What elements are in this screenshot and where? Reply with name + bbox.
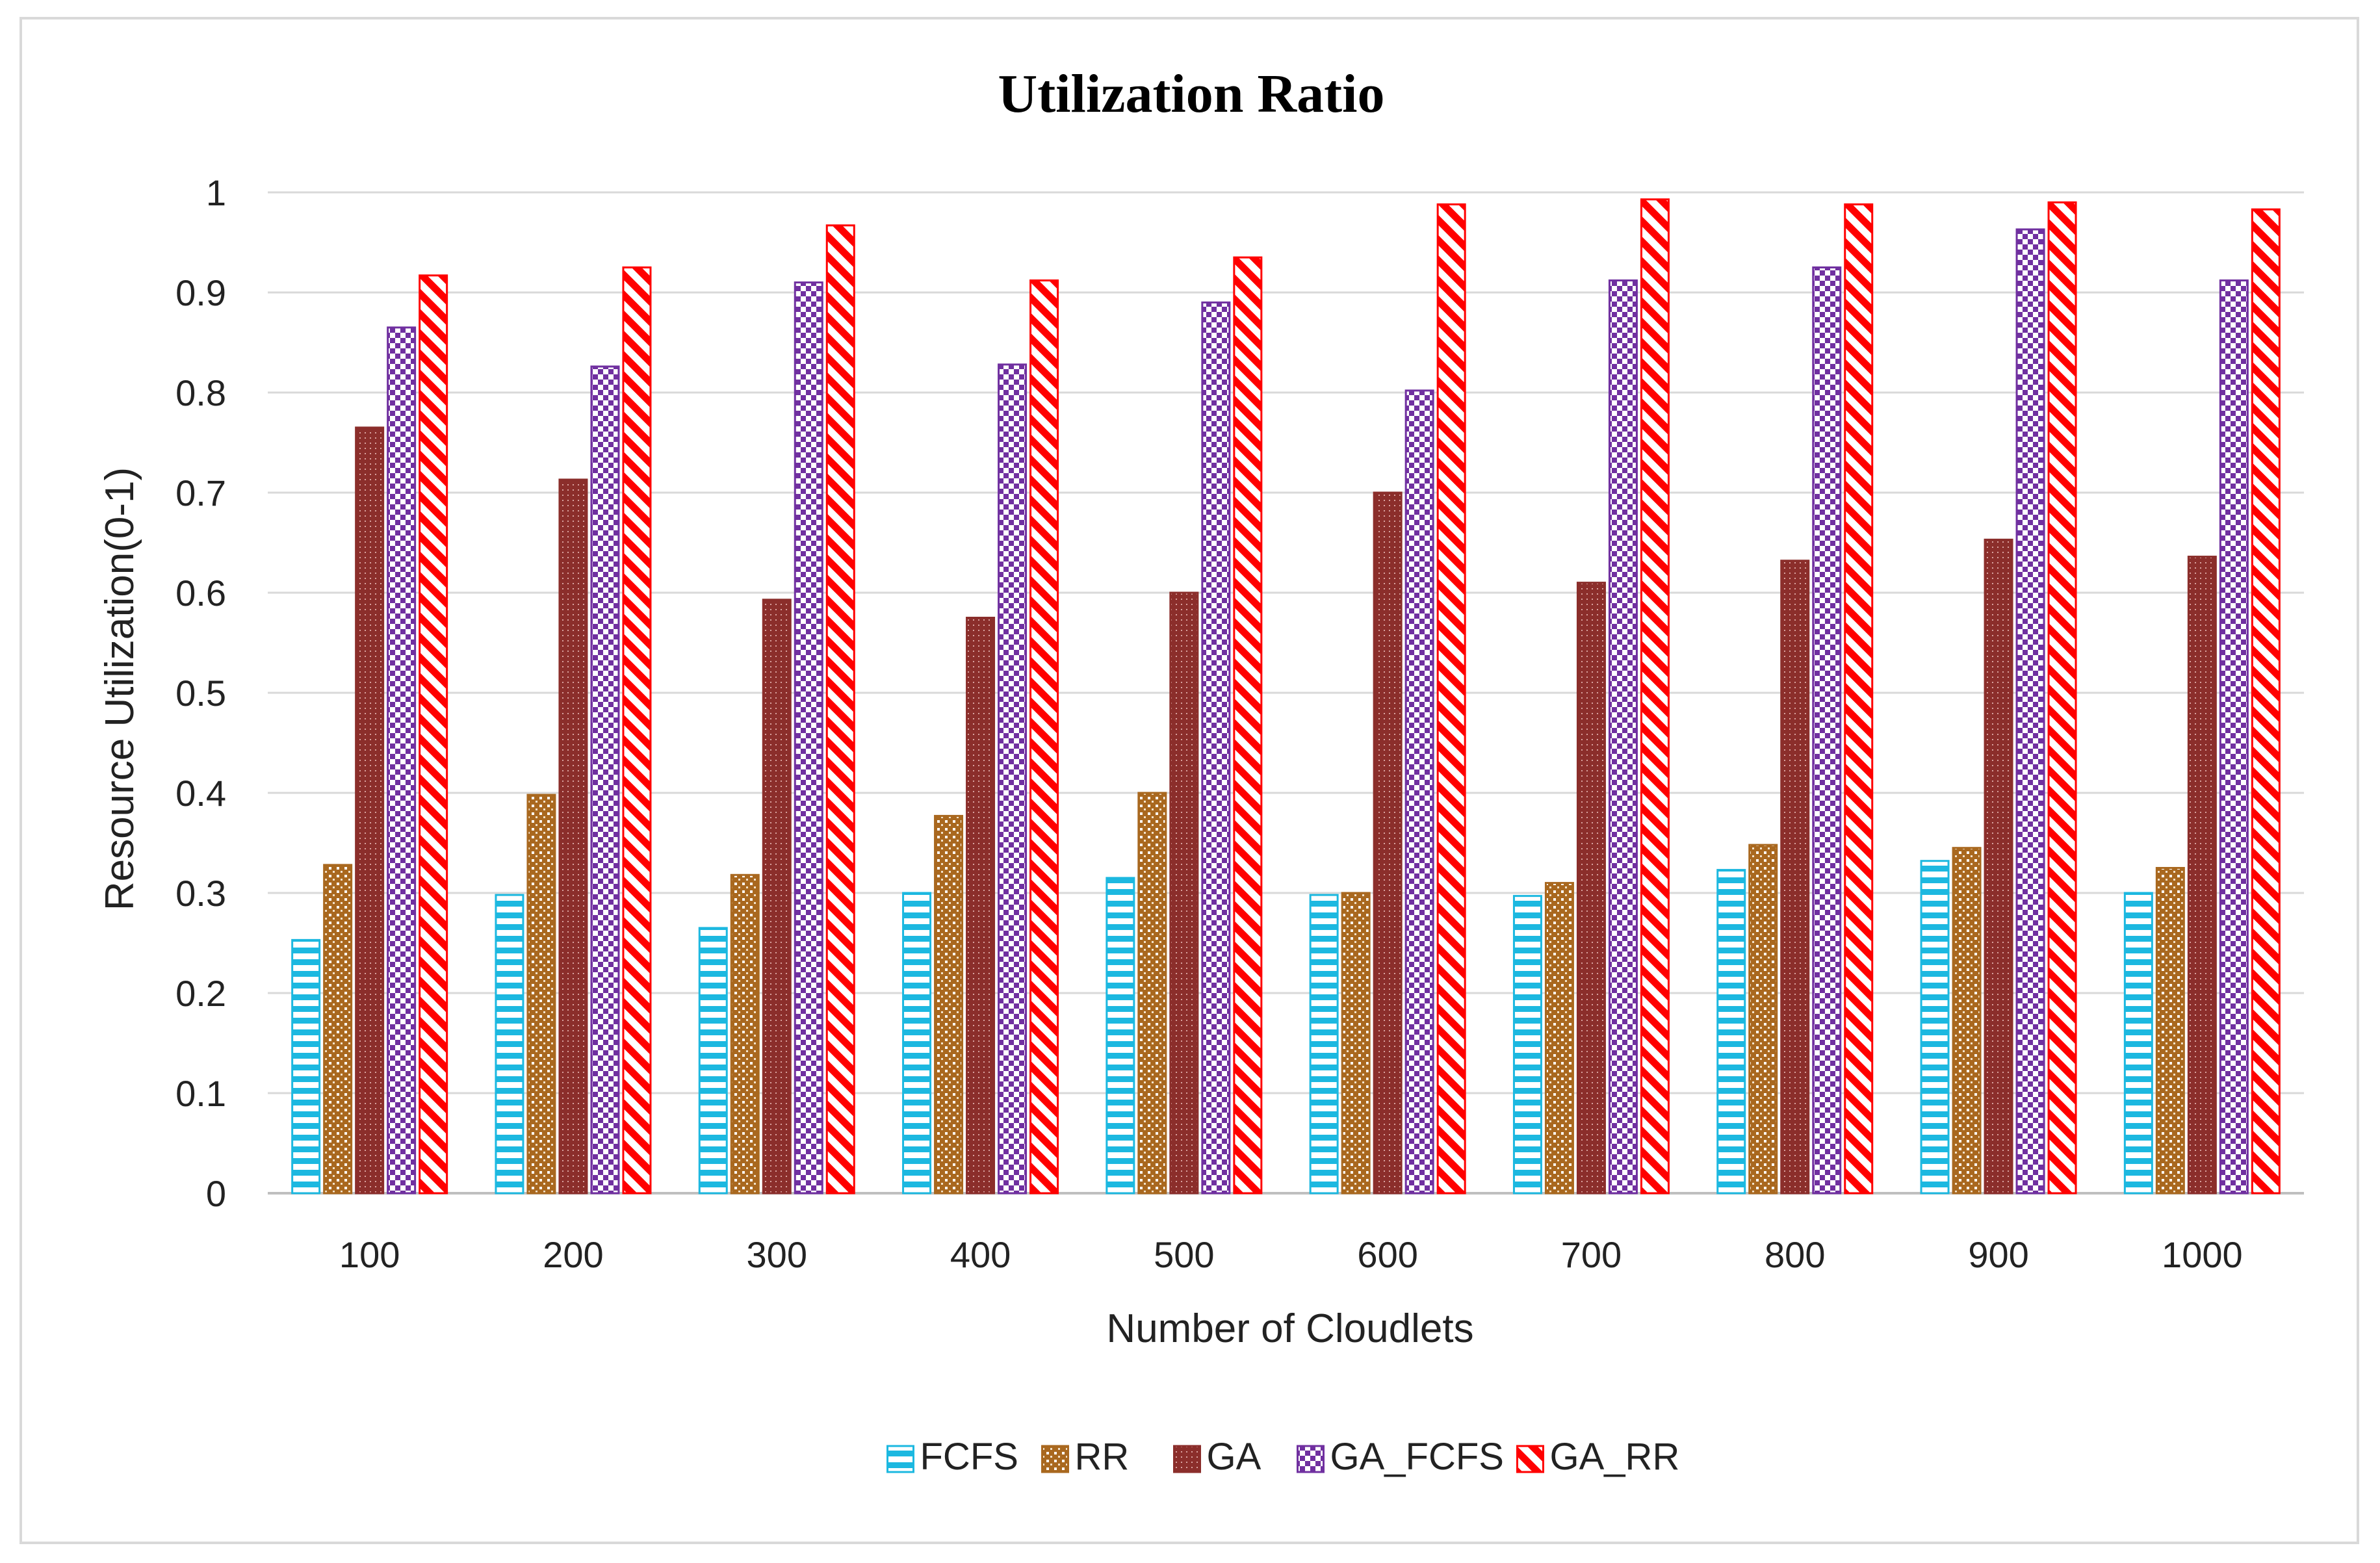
bar-ga-fcfs-1000	[2219, 279, 2249, 1195]
x-tick-labels: 100 200 300 400 500 600 700 800 900 1000	[339, 1234, 2243, 1275]
bar-ga-rr-200	[622, 266, 652, 1195]
bar-fcfs-700	[1512, 895, 1542, 1195]
bar-rr-300	[730, 873, 760, 1195]
bar-rr-400	[934, 814, 964, 1195]
bar-ga-fcfs-600	[1404, 389, 1434, 1195]
legend-item-ga-rr: GA_RR	[1516, 1436, 1680, 1478]
bar-ga-100	[355, 426, 385, 1195]
bar-ga-fcfs-300	[794, 281, 823, 1195]
bar-ga-rr-1000	[2251, 208, 2281, 1195]
bar-rr-600	[1341, 892, 1371, 1195]
bar-rr-1000	[2155, 867, 2185, 1195]
bar-ga-fcfs-500	[1201, 301, 1231, 1195]
bar-ga-fcfs-700	[1608, 279, 1638, 1195]
bar-ga-rr-300	[825, 224, 855, 1195]
legend-label: GA	[1207, 1436, 1261, 1478]
legend-item-rr: RR	[1041, 1436, 1130, 1478]
bar-ga-800	[1780, 560, 1810, 1195]
bar-ga-900	[1984, 538, 2013, 1195]
bar-fcfs-900	[1920, 860, 1950, 1195]
chart-title: Utilization Ratio	[998, 64, 1385, 124]
bar-ga-rr-600	[1436, 203, 1466, 1195]
legend-label: RR	[1075, 1436, 1130, 1478]
bar-rr-900	[1952, 847, 1982, 1195]
x-tick-label: 200	[543, 1234, 603, 1275]
bar-ga-rr-900	[2047, 201, 2077, 1195]
bar-ga-fcfs-400	[998, 363, 1028, 1195]
bar-ga-500	[1169, 591, 1199, 1195]
bar-ga-fcfs-200	[590, 365, 620, 1195]
x-tick-label: 600	[1357, 1234, 1417, 1275]
y-tick-label: 0.1	[175, 1073, 226, 1114]
bars	[291, 198, 2281, 1195]
bar-ga-fcfs-100	[387, 326, 417, 1195]
y-tick-label: 0.7	[175, 472, 226, 513]
y-tick-labels: 0 0.1 0.2 0.3 0.4 0.5 0.6 0.7 0.8 0.9 1	[175, 172, 226, 1214]
bar-rr-200	[526, 794, 556, 1195]
bar-rr-500	[1137, 792, 1167, 1195]
legend-label: FCFS	[920, 1436, 1018, 1478]
bar-fcfs-200	[495, 894, 524, 1195]
bar-fcfs-800	[1716, 869, 1746, 1195]
bar-fcfs-100	[291, 938, 321, 1195]
y-tick-label: 0.3	[175, 873, 226, 914]
x-tick-label: 100	[339, 1234, 400, 1275]
bar-fcfs-400	[902, 892, 932, 1195]
bar-ga-700	[1576, 582, 1606, 1195]
bar-fcfs-600	[1309, 894, 1339, 1195]
legend-item-ga-fcfs: GA_FCFS	[1297, 1436, 1505, 1478]
y-tick-label: 0.9	[175, 272, 226, 313]
bar-ga-600	[1373, 491, 1403, 1195]
bar-ga-fcfs-800	[1812, 266, 1842, 1195]
y-axis-label: Resource Utilization(0-1)	[97, 467, 142, 911]
bar-rr-100	[323, 864, 353, 1195]
x-tick-label: 800	[1765, 1234, 1825, 1275]
legend-label: GA_FCFS	[1330, 1436, 1505, 1478]
bar-ga-rr-400	[1029, 279, 1059, 1195]
bar-ga-1000	[2187, 556, 2217, 1195]
y-tick-label: 0.6	[175, 573, 226, 614]
x-tick-label: 300	[747, 1234, 807, 1275]
legend-item-fcfs: FCFS	[886, 1436, 1018, 1478]
x-axis-label: Number of Cloudlets	[1106, 1306, 1473, 1351]
bar-fcfs-300	[698, 927, 728, 1195]
bar-ga-200	[558, 478, 588, 1195]
legend-item-ga: GA	[1173, 1436, 1261, 1478]
y-tick-label: 0.5	[175, 673, 226, 714]
bar-ga-rr-800	[1844, 203, 1874, 1195]
bar-fcfs-1000	[2123, 892, 2153, 1195]
bar-rr-800	[1748, 844, 1778, 1195]
bar-rr-700	[1544, 882, 1574, 1195]
legend-label: GA_RR	[1550, 1436, 1680, 1478]
y-tick-label: 0.2	[175, 973, 226, 1014]
legend-swatch	[1041, 1445, 1069, 1473]
bar-ga-rr-500	[1233, 256, 1263, 1195]
x-tick-label: 700	[1561, 1234, 1622, 1275]
bar-ga-400	[966, 617, 996, 1195]
bar-ga-fcfs-900	[2015, 228, 2045, 1195]
legend-swatch	[886, 1445, 914, 1473]
legend-swatch	[1297, 1445, 1325, 1473]
bar-ga-rr-100	[419, 274, 448, 1195]
legend-swatch	[1173, 1445, 1201, 1473]
bar-ga-rr-700	[1640, 198, 1670, 1195]
bar-fcfs-500	[1106, 877, 1135, 1195]
y-tick-label: 1	[206, 172, 226, 213]
y-tick-label: 0	[206, 1173, 226, 1214]
x-tick-label: 500	[1154, 1234, 1214, 1275]
bar-ga-300	[762, 599, 792, 1195]
y-tick-label: 0.8	[175, 372, 226, 413]
x-tick-label: 1000	[2162, 1234, 2243, 1275]
y-tick-label: 0.4	[175, 773, 226, 814]
legend: FCFS RR GA GA_FCFS GA_RR	[886, 1436, 1680, 1478]
legend-swatch	[1516, 1445, 1544, 1473]
x-tick-label: 900	[1968, 1234, 2028, 1275]
x-tick-label: 400	[950, 1234, 1011, 1275]
